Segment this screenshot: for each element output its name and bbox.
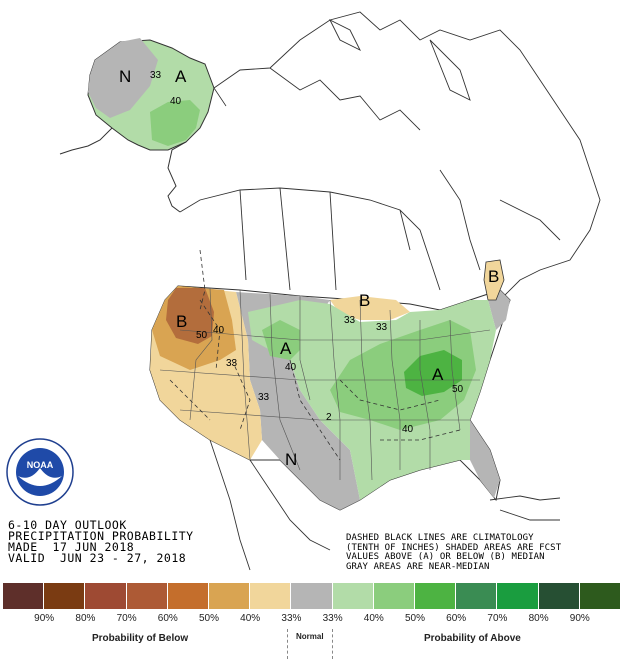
outlook-map: N A 33 40 bbox=[59, 11, 601, 571]
legend-swatch bbox=[85, 583, 127, 609]
legend-label: 60% bbox=[446, 613, 467, 624]
noaa-logo-text: NOAA bbox=[27, 460, 54, 470]
canada-outline bbox=[179, 11, 601, 301]
legend-divider-right bbox=[332, 629, 333, 659]
alaska-region: N A 33 40 bbox=[59, 38, 227, 213]
conus-region: B 50 40 33 A 40 33 N 2 B 33 33 B A 50 40 bbox=[149, 249, 511, 511]
legend-label: 70% bbox=[487, 613, 508, 624]
legend-label: 70% bbox=[116, 613, 137, 624]
legend-swatch bbox=[291, 583, 333, 609]
map-label-alaska-33: 33 bbox=[150, 70, 162, 81]
map-label-great-lakes-33b: 33 bbox=[376, 322, 388, 333]
note-line-4: GRAY AREAS ARE NEAR-MEDIAN bbox=[346, 561, 490, 572]
legend-above-caption: Probability of Above bbox=[424, 633, 521, 644]
legend-swatch bbox=[579, 583, 622, 609]
legend-swatch bbox=[538, 583, 580, 609]
map-label-great-lakes-33a: 33 bbox=[344, 315, 356, 326]
legend-swatch bbox=[3, 583, 45, 609]
legend-swatch bbox=[415, 583, 457, 609]
map-label-ohio-50: 50 bbox=[452, 384, 464, 395]
map-label-alaska-a: A bbox=[175, 67, 187, 86]
legend-label: 50% bbox=[198, 613, 220, 624]
legend-swatch bbox=[126, 583, 168, 609]
legend-labels: 90% 80% 70% 60% 50% 40% 33% 33% 40% 50% 60% 70% 80% 9… bbox=[3, 613, 621, 625]
map-label-alaska-40: 40 bbox=[170, 96, 182, 107]
map-label-se-40: 40 bbox=[402, 424, 414, 435]
legend-label: 80% bbox=[75, 613, 96, 624]
legend-label: 50% bbox=[404, 613, 426, 624]
map-label-basin-33: 33 bbox=[258, 392, 270, 403]
map-label-nw-50: 50 bbox=[196, 330, 208, 341]
legend-swatch bbox=[456, 583, 498, 609]
map-label-rockies-40: 40 bbox=[285, 362, 297, 373]
legend-label: 90% bbox=[34, 613, 55, 624]
legend-swatch bbox=[44, 583, 86, 609]
title-line-3: MADE 17 JUN 2018 bbox=[8, 540, 135, 554]
map-label-nw-33: 33 bbox=[226, 358, 238, 369]
map-label-great-lakes-b: B bbox=[359, 291, 370, 310]
title-block: 6-10 DAY OUTLOOK PRECIPITATION PROBABILI… bbox=[8, 518, 258, 565]
legend-color-bar bbox=[3, 583, 622, 609]
legend-normal-caption: Normal bbox=[296, 632, 324, 641]
legend-label: 33% bbox=[281, 613, 302, 624]
title-line-1: 6-10 DAY OUTLOOK bbox=[8, 518, 127, 532]
map-label-maine-b: B bbox=[488, 267, 499, 286]
map-label-rockies-a: A bbox=[280, 339, 292, 358]
legend-swatch bbox=[332, 583, 374, 609]
legend-label: 33% bbox=[322, 613, 343, 624]
legend-below-caption: Probability of Below bbox=[92, 633, 189, 644]
map-label-nw-b: B bbox=[176, 312, 187, 331]
note-line-2: (TENTH OF INCHES) SHADED AREAS ARE FCST bbox=[346, 542, 562, 553]
mexico-outline bbox=[209, 439, 561, 571]
legend-label: 80% bbox=[528, 613, 549, 624]
legend-label: 90% bbox=[569, 613, 590, 624]
legend-swatch bbox=[497, 583, 539, 609]
map-label-south-n: N bbox=[285, 450, 297, 469]
noaa-logo: NOAA bbox=[6, 438, 74, 506]
legend-swatch bbox=[250, 583, 292, 609]
map-label-alaska-n: N bbox=[119, 67, 131, 86]
legend-label: 40% bbox=[363, 613, 384, 624]
legend-label: 40% bbox=[240, 613, 261, 624]
title-line-2: PRECIPITATION PROBABILITY bbox=[8, 529, 194, 543]
legend-divider-left bbox=[287, 629, 288, 659]
title-line-4: VALID JUN 23 - 27, 2018 bbox=[8, 551, 187, 565]
legend-swatch bbox=[209, 583, 251, 609]
legend-label: 60% bbox=[157, 613, 178, 624]
legend-swatch bbox=[373, 583, 416, 609]
map-label-south-2: 2 bbox=[326, 412, 332, 423]
map-label-ohio-a: A bbox=[432, 365, 444, 384]
note-line-3: VALUES ABOVE (A) OR BELOW (B) MEDIAN bbox=[346, 552, 545, 563]
note-block: DASHED BLACK LINES ARE CLIMATOLOGY (TENT… bbox=[346, 533, 622, 572]
legend-swatch bbox=[167, 583, 210, 609]
note-line-1: DASHED BLACK LINES ARE CLIMATOLOGY bbox=[346, 533, 534, 543]
map-label-nw-40: 40 bbox=[213, 325, 225, 336]
